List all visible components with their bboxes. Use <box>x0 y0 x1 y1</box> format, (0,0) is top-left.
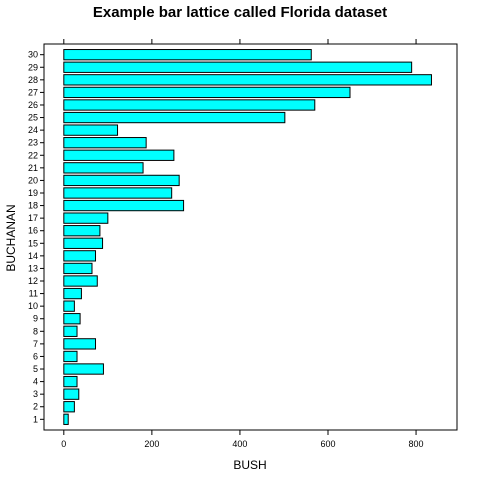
y-tick-label-12: 12 <box>28 276 38 286</box>
bar-7 <box>63 338 97 350</box>
y-tick-label-16: 16 <box>28 226 38 236</box>
bar-15 <box>63 237 104 249</box>
y-tick-label-17: 17 <box>28 213 38 223</box>
bar-24 <box>63 124 119 136</box>
bar-27 <box>63 86 351 99</box>
y-tick-label-8: 8 <box>33 326 38 336</box>
y-tick-label-19: 19 <box>28 188 38 198</box>
chart-title: Example bar lattice called Florida datas… <box>93 4 387 21</box>
bar-26 <box>63 99 316 111</box>
y-tick-label-14: 14 <box>28 251 38 261</box>
bar-18 <box>63 199 185 212</box>
y-tick-label-27: 27 <box>28 87 38 97</box>
bar-4 <box>63 375 78 388</box>
y-tick-label-2: 2 <box>33 402 38 412</box>
bar-6 <box>63 350 78 363</box>
y-tick-label-13: 13 <box>28 263 38 273</box>
bar-17 <box>63 212 109 224</box>
bar-28 <box>63 74 432 86</box>
x-tick-label-600: 600 <box>320 439 335 449</box>
bar-16 <box>63 225 101 237</box>
x-axis-label: BUSH <box>233 458 266 472</box>
bar-25 <box>63 111 286 124</box>
bar-11 <box>63 287 82 300</box>
y-tick-label-24: 24 <box>28 125 38 135</box>
bar-9 <box>63 313 81 325</box>
bars-layer <box>63 49 432 425</box>
bar-30 <box>63 49 312 61</box>
bar-14 <box>63 250 97 262</box>
y-tick-label-26: 26 <box>28 100 38 110</box>
plot-frame <box>43 43 458 431</box>
bar-20 <box>63 174 180 187</box>
y-tick-label-3: 3 <box>33 389 38 399</box>
x-tick-label-0: 0 <box>61 439 66 449</box>
x-tick-label-400: 400 <box>232 439 247 449</box>
bar-29 <box>63 61 413 73</box>
y-tick-label-21: 21 <box>28 163 38 173</box>
bar-21 <box>63 162 144 174</box>
bar-5 <box>63 363 104 375</box>
y-tick-label-18: 18 <box>28 201 38 211</box>
y-tick-label-5: 5 <box>33 364 38 374</box>
y-tick-label-22: 22 <box>28 150 38 160</box>
bar-22 <box>63 149 175 161</box>
y-tick-label-30: 30 <box>28 50 38 60</box>
y-tick-label-7: 7 <box>33 339 38 349</box>
y-tick-label-28: 28 <box>28 75 38 85</box>
y-tick-label-1: 1 <box>33 414 38 424</box>
y-axis-label: BUCHANAN <box>4 204 18 271</box>
bar-12 <box>63 275 98 287</box>
y-tick-label-9: 9 <box>33 314 38 324</box>
y-tick-label-6: 6 <box>33 351 38 361</box>
y-tick-label-20: 20 <box>28 175 38 185</box>
y-tick-label-15: 15 <box>28 238 38 248</box>
ticks-layer: 1234567891011121314151617181920212223242… <box>28 39 424 449</box>
y-tick-label-10: 10 <box>28 301 38 311</box>
y-tick-label-4: 4 <box>33 377 38 387</box>
bar-13 <box>63 262 93 275</box>
x-tick-label-200: 200 <box>144 439 159 449</box>
y-tick-label-25: 25 <box>28 113 38 123</box>
y-tick-label-11: 11 <box>29 289 38 299</box>
y-tick-label-29: 29 <box>28 62 38 72</box>
bar-1 <box>63 413 69 425</box>
bar-23 <box>63 137 147 149</box>
bar-8 <box>63 325 78 337</box>
y-tick-label-23: 23 <box>28 138 38 148</box>
x-tick-label-800: 800 <box>409 439 424 449</box>
bar-3 <box>63 388 80 400</box>
bar-2 <box>63 401 75 413</box>
bar-10 <box>63 300 75 312</box>
bar-19 <box>63 187 173 199</box>
